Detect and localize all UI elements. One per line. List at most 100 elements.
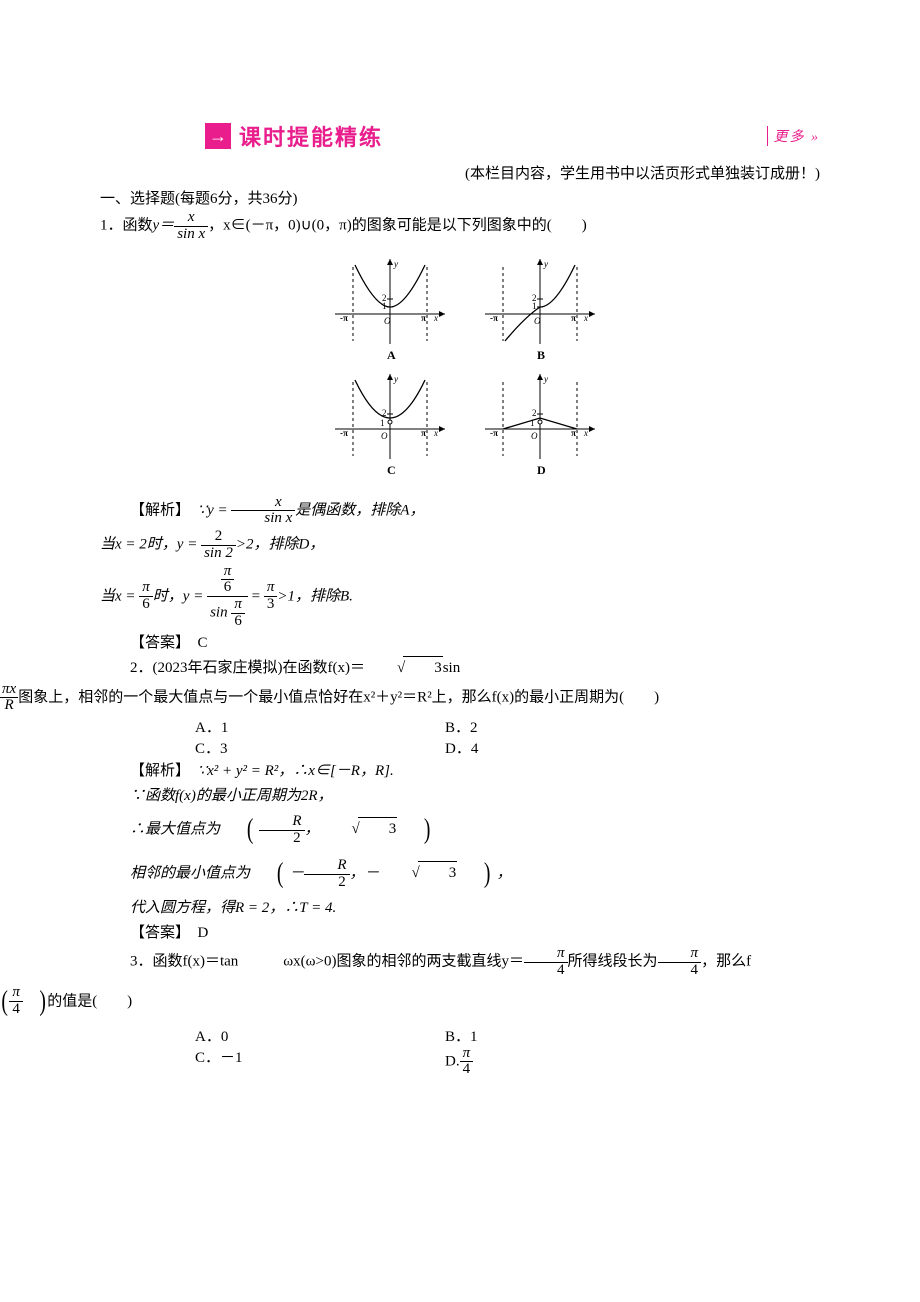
q2-al4n: R: [304, 858, 349, 875]
subtitle-note: (本栏目内容，学生用书中以活页形式单独装订成册！): [210, 162, 820, 183]
q1-a1-post: 是偶函数，排除A，: [295, 502, 424, 518]
q1-figure-svg: -π π x y O 1 2 A -π: [295, 249, 625, 484]
q2-sqrt: 3: [365, 656, 443, 680]
q2-s2: 图象上，相邻的一个最大值点与一个最小值点恰好在x²＋y²＝R²上，那么f(x)的…: [18, 689, 659, 705]
q1-stem-post: ，x∈(－π，0)∪(0，π)的图象可能是以下列图象中的( ): [208, 218, 587, 234]
q1-a3-xn: π: [139, 580, 153, 597]
q1-a1-num: x: [231, 495, 295, 512]
more-link[interactable]: 更多 »: [774, 126, 821, 146]
neg1: －: [289, 865, 304, 881]
q1-a2-den: sin 2: [201, 546, 236, 562]
q2-sqrt-val: 3: [403, 656, 443, 680]
q3-f1d: 4: [524, 963, 568, 979]
q2-fn: πx: [0, 682, 18, 699]
svg-text:x: x: [583, 428, 588, 438]
q1-a3-y2: π3: [264, 580, 278, 613]
comma1: ，: [305, 821, 320, 837]
q1-a2-post: >2，排除D，: [236, 537, 324, 553]
svg-text:-π: -π: [490, 428, 498, 438]
q3-d-pre: D.: [445, 1053, 460, 1069]
q2-al4-frac: R2: [304, 858, 349, 891]
q2-frac: πxR: [0, 682, 18, 715]
svg-text:y: y: [543, 259, 548, 269]
q2-al4p: 相邻的最小值点为: [130, 865, 250, 881]
q2-answer-val: D: [198, 925, 209, 941]
svg-text:π: π: [421, 313, 426, 323]
q1-frac: xsin x: [174, 210, 208, 243]
q1-a1-pre: ∵y =: [198, 502, 228, 518]
q3-ad: 4: [9, 1002, 23, 1018]
q1-a3-mid: 时，y =: [153, 588, 204, 604]
q3-dd: 4: [460, 1062, 474, 1078]
svg-text:-π: -π: [490, 313, 498, 323]
q2-al4d: 2: [304, 875, 349, 891]
q2-al2: ∵函数f(x)的最小正周期为2R，: [100, 785, 820, 808]
q2-options-2: C．3 D．4: [195, 737, 820, 758]
rparen-icon: ): [403, 809, 431, 851]
q2-s1b: sin: [443, 660, 461, 676]
q3-opt-c: C．－1: [195, 1046, 445, 1079]
page-root: → 课时提能精练 更多 » (本栏目内容，学生用书中以活页形式单独装订成册！) …: [0, 0, 920, 1118]
q3-arg: π4: [9, 985, 23, 1018]
q3-opt-d: D.π4: [445, 1046, 695, 1079]
q2-opt-a: A．1: [195, 716, 445, 737]
svg-text:2: 2: [382, 408, 387, 418]
q1-answer: 【答案】 C: [100, 632, 820, 655]
q2-analysis-4: 相邻的最小值点为(－R2，－3)，: [100, 853, 820, 895]
svg-text:A: A: [387, 348, 396, 362]
answer-label-2: 【答案】: [130, 925, 183, 941]
comma2: ，－: [350, 865, 380, 881]
q2-al1: ∵x² + y² = R²，∴x∈[－R，R].: [198, 763, 394, 779]
analysis-label-2: 【解析】: [130, 763, 183, 779]
q2-al3p: ∴最大值点为: [130, 821, 220, 837]
lparen-icon-3: (: [1, 981, 8, 1023]
section-1-title: 一、选择题(每题6分，共36分): [100, 187, 820, 208]
q2-options: A．1 B．2: [195, 716, 820, 737]
q3-s1: 3．函数f(x)＝tan ωx(ω>0)图象的相邻的两支截直线y＝: [130, 954, 524, 970]
q3-f1: π4: [524, 946, 568, 979]
q2-al4-sv: 3: [418, 861, 458, 885]
lparen-icon: (: [226, 809, 254, 851]
q3-f1n: π: [524, 946, 568, 963]
arrow-icon: →: [205, 123, 231, 149]
q2-opt-b: B．2: [445, 716, 695, 737]
q2-s1: 2．(2023年石家庄模拟)在函数f(x)＝: [130, 660, 365, 676]
more-separator: [767, 126, 768, 146]
q2-answer: 【答案】 D: [100, 922, 820, 945]
rparen-icon-2: ): [463, 853, 491, 895]
q1-a3-y1dn: π: [231, 597, 245, 614]
q1-a3-y1nd: 6: [221, 580, 235, 596]
q1-a3-x: π6: [139, 580, 153, 613]
svg-text:π: π: [571, 313, 576, 323]
rparen-icon-3: ): [39, 981, 46, 1023]
svg-text:O: O: [531, 431, 538, 441]
svg-text:-π: -π: [340, 313, 348, 323]
q1-a3-pre: 当x =: [100, 588, 136, 604]
q1-a3-post: >1，排除B.: [277, 588, 353, 604]
svg-text:x: x: [433, 428, 438, 438]
svg-text:y: y: [393, 374, 398, 384]
q2-al5: 代入圆方程，得R = 2，∴T = 4.: [100, 897, 820, 920]
svg-text:D: D: [537, 463, 546, 477]
q1-a3-y1nn: π: [221, 564, 235, 581]
q1-stem: 1．函数y＝xsin x，x∈(－π，0)∪(0，π)的图象可能是以下列图象中的…: [100, 210, 820, 243]
q3-opt-a: A．0: [195, 1025, 445, 1046]
q1-stem-pre: 1．函数: [100, 218, 153, 234]
q1-a3-y2d: 3: [264, 597, 278, 613]
banner-title: 课时提能精练: [239, 120, 383, 152]
q2-al3-sv: 3: [358, 817, 398, 841]
q2-analysis-3: ∴最大值点为(R2，3): [100, 809, 820, 851]
answer-label: 【答案】: [130, 635, 183, 651]
header-banner: → 课时提能精练 更多 »: [205, 120, 820, 152]
svg-text:x: x: [433, 313, 438, 323]
q2-fd: R: [0, 698, 18, 714]
q1-a3-y1: π6 sin π6: [207, 564, 248, 630]
q3-dn: π: [460, 1046, 474, 1063]
svg-text:x: x: [583, 313, 588, 323]
q1-frac-den: sin x: [174, 227, 208, 243]
q2-al3n: R: [259, 814, 304, 831]
q3-s3: 的值是( ): [47, 993, 132, 1009]
q1-a2-pre: 当x = 2时，y =: [100, 537, 197, 553]
q3-an: π: [9, 985, 23, 1002]
q3-f2d: 4: [658, 963, 702, 979]
